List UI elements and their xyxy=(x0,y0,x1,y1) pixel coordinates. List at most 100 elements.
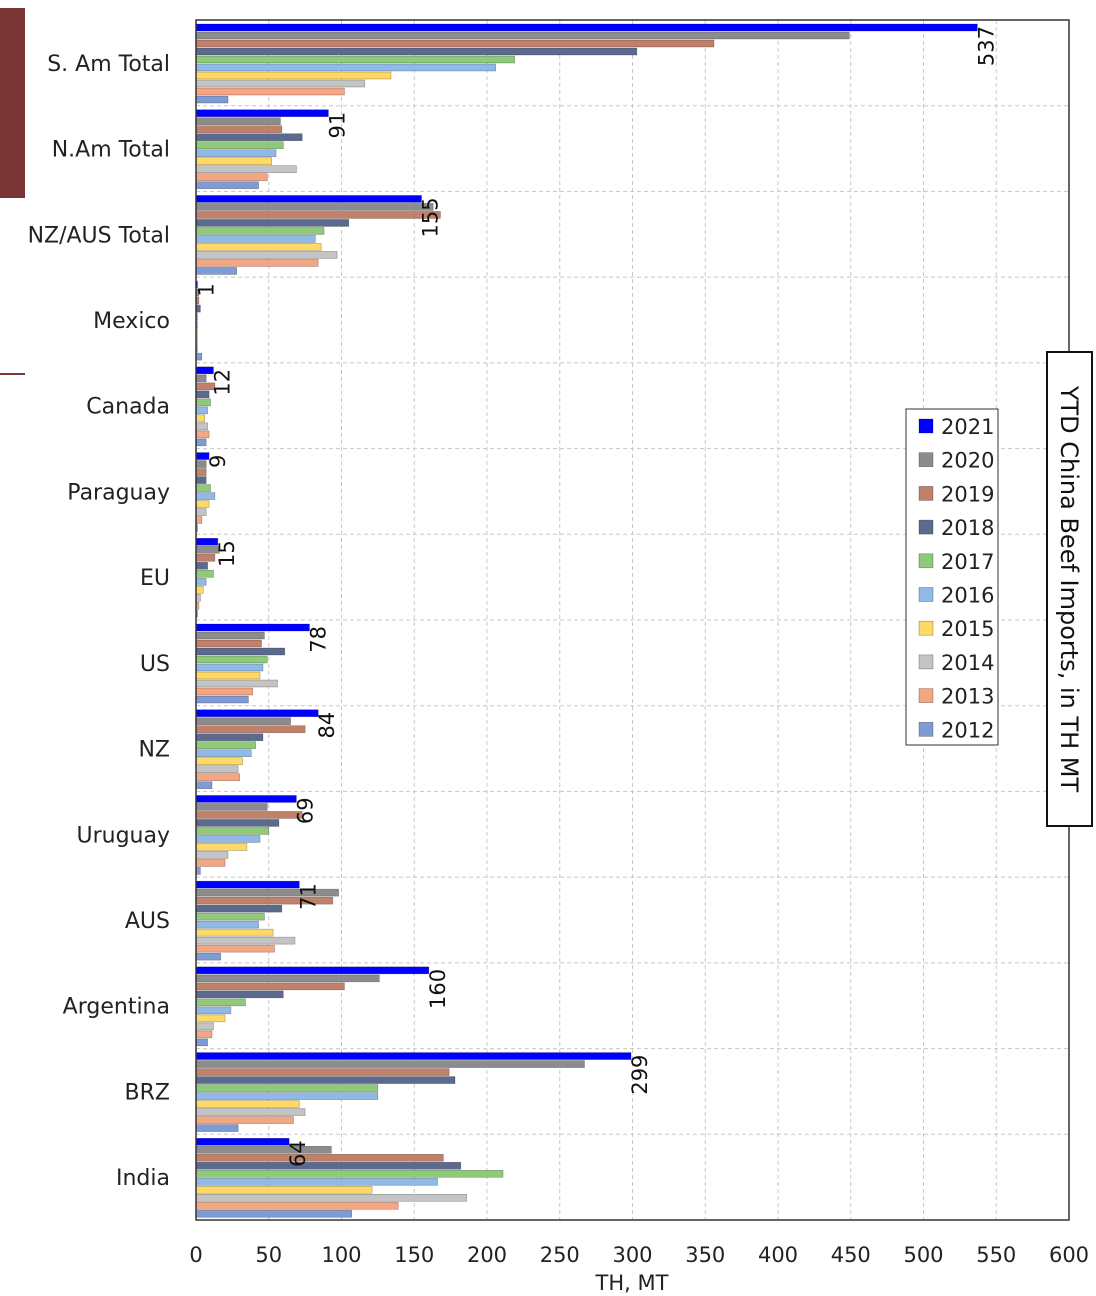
x-tick-label: 600 xyxy=(1049,1243,1089,1267)
x-tick-label: 150 xyxy=(394,1243,434,1267)
x-tick-label: 350 xyxy=(685,1243,725,1267)
bar-2014-paraguay xyxy=(195,508,207,516)
bar-2021-us xyxy=(195,623,310,632)
x-tick-label: 0 xyxy=(189,1243,202,1267)
bar-2017-india xyxy=(195,1169,504,1178)
bar-2012-canada xyxy=(195,438,207,447)
category-label: AUS xyxy=(125,909,170,934)
legend-label: 2013 xyxy=(941,685,994,709)
legend-label: 2017 xyxy=(941,550,994,574)
bar-2021-nz-aus-total xyxy=(195,195,422,203)
bar-2019-paraguay xyxy=(195,468,207,476)
bar-2020-argentina xyxy=(195,974,380,983)
legend-label: 2020 xyxy=(941,449,994,473)
category-label: Argentina xyxy=(63,995,170,1020)
category-label: Mexico xyxy=(93,309,170,334)
category-label: Canada xyxy=(86,395,170,420)
bar-2017-eu xyxy=(195,569,214,578)
bar-2015-s-am-total xyxy=(195,71,392,80)
legend-swatch xyxy=(918,688,934,703)
data-label: 69 xyxy=(293,797,317,824)
bar-2013-argentina xyxy=(195,1030,213,1039)
data-label: 12 xyxy=(210,369,234,396)
legend-label: 2021 xyxy=(941,415,994,439)
x-tick-label: 400 xyxy=(758,1243,798,1267)
legend-swatch xyxy=(918,654,934,670)
legend-label: 2019 xyxy=(941,482,994,506)
bar-2020-uruguay xyxy=(195,803,268,811)
data-label: 15 xyxy=(215,540,239,567)
bar-2013-nz-aus-total xyxy=(195,259,319,267)
x-tick-label: 250 xyxy=(540,1243,580,1267)
bar-2013-canada xyxy=(195,430,210,439)
data-label: 84 xyxy=(315,712,339,739)
bar-2018-argentina xyxy=(195,990,284,999)
legend-swatch xyxy=(918,553,934,569)
bar-2018-uruguay xyxy=(195,819,280,827)
bar-2016-s-am-total xyxy=(195,63,497,72)
bar-2019-brz xyxy=(195,1068,450,1076)
bar-2017-aus xyxy=(195,912,265,921)
category-label: India xyxy=(116,1166,170,1191)
bar-2013-us xyxy=(195,687,254,696)
bar-2018-nz xyxy=(195,733,264,742)
bar-2014-canada xyxy=(195,422,208,431)
bar-2018-india xyxy=(195,1161,462,1170)
bar-2014-aus xyxy=(195,936,296,945)
bar-2017-brz xyxy=(195,1084,379,1092)
bar-2014-nz xyxy=(195,765,239,774)
bar-2021-nz xyxy=(195,709,319,718)
bar-2019-s-am-total xyxy=(195,39,715,48)
bar-2012-us xyxy=(195,695,249,704)
bar-2021-uruguay xyxy=(195,795,297,803)
legend: 2021 2020 2019 2018 2017 2016 2015 2014 2013 2012 xyxy=(905,408,999,746)
category-label: US xyxy=(140,652,170,677)
bar-2015-nz xyxy=(195,757,243,766)
legend-swatch xyxy=(918,486,934,501)
bar-2014-argentina xyxy=(195,1022,214,1031)
bar-2018-aus xyxy=(195,904,283,913)
category-label: Uruguay xyxy=(77,823,171,848)
x-tick-label: 300 xyxy=(612,1243,652,1267)
bar-2015-argentina xyxy=(195,1014,226,1023)
bar-2013-nz xyxy=(195,773,240,782)
x-tick-label: 550 xyxy=(976,1243,1016,1267)
x-tick-label: 50 xyxy=(255,1243,282,1267)
category-labels: S. Am Total N.Am Total NZ/AUS Total Mexico C… xyxy=(28,52,170,1191)
bar-2020-us xyxy=(195,631,265,640)
bar-2014-us xyxy=(195,679,278,688)
legend-label: 2012 xyxy=(941,718,994,742)
bar-2020-n-am-total xyxy=(195,117,281,126)
bars xyxy=(195,23,978,1218)
bar-2018-n-am-total xyxy=(195,133,303,142)
data-label: 1 xyxy=(194,283,218,296)
chart-title: YTD China Beef Imports, in TH MT xyxy=(1055,385,1083,793)
bar-2012-mexico xyxy=(195,352,203,361)
bar-2020-india xyxy=(195,1145,332,1154)
bar-2015-uruguay xyxy=(195,843,248,851)
bar-2015-canada xyxy=(195,414,206,423)
bar-2012-nz xyxy=(195,781,213,790)
x-tick-label: 100 xyxy=(321,1243,361,1267)
bar-2020-nz xyxy=(195,717,291,726)
bar-2014-n-am-total xyxy=(195,165,297,174)
bar-2017-paraguay xyxy=(195,484,211,492)
data-label: 155 xyxy=(419,197,443,237)
bar-2015-brz xyxy=(195,1100,300,1108)
bar-2020-s-am-total xyxy=(195,31,850,40)
bar-2021-aus xyxy=(195,880,300,889)
bar-2019-nz xyxy=(195,725,306,734)
bar-2019-nz-aus-total xyxy=(195,211,441,219)
bar-2016-nz xyxy=(195,749,252,758)
data-label: 537 xyxy=(974,26,998,66)
chart-title-box: YTD China Beef Imports, in TH MT xyxy=(1046,351,1093,827)
bar-2015-paraguay xyxy=(195,500,210,508)
category-label: BRZ xyxy=(125,1080,170,1105)
bar-2020-paraguay xyxy=(195,460,207,468)
x-tick-label: 450 xyxy=(831,1243,871,1267)
bar-2019-argentina xyxy=(195,982,345,991)
x-tick-label: 500 xyxy=(903,1243,943,1267)
data-label: 160 xyxy=(426,969,450,1009)
bar-2019-us xyxy=(195,639,262,648)
